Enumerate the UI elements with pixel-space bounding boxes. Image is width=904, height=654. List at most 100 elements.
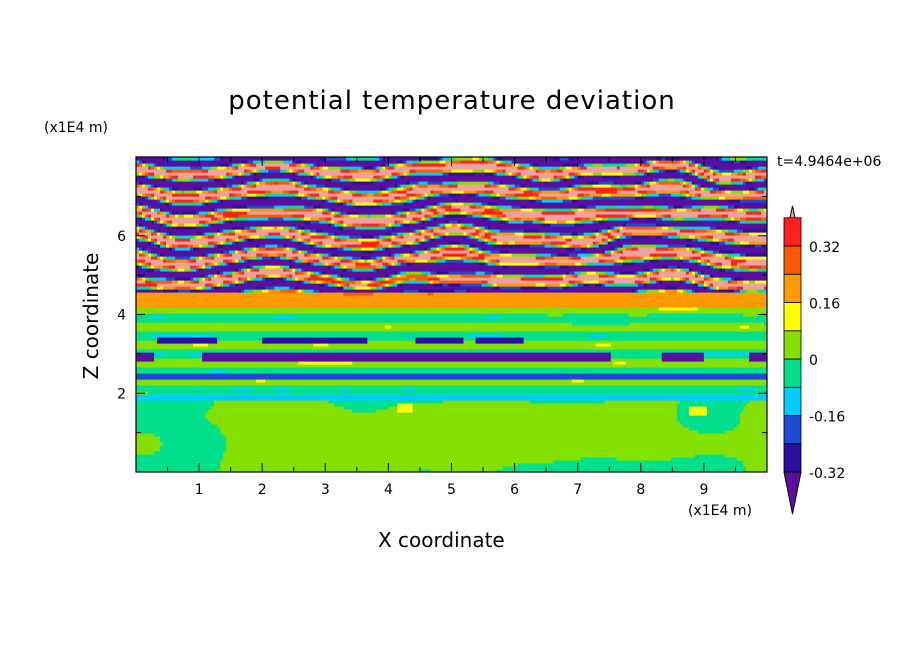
contour-cell [490,181,495,185]
contour-cell [160,208,164,212]
contour-cell [625,247,633,251]
contour-cell [643,181,648,185]
contour-cell [697,280,702,284]
contour-cell [496,202,767,206]
contour-cell [721,277,726,281]
contour-cell [391,226,395,230]
contour-cell [487,217,492,221]
contour-cell [661,265,669,269]
contour-cell [688,247,696,251]
contour-cell [556,253,570,257]
contour-cell [760,244,767,248]
contour-cell [412,334,471,338]
contour-cell [253,172,257,176]
contour-cell [757,208,765,212]
contour-cell [448,193,462,197]
contour-cell [277,277,284,281]
contour-cell [172,202,176,206]
contour-cell [286,235,290,239]
contour-cell [151,256,158,260]
colorbar-tick-label: 0.32 [809,240,840,256]
contour-cell [253,226,257,230]
contour-cell [721,262,732,266]
contour-cell [274,277,278,281]
contour-cell [742,181,747,185]
contour-cell [289,163,296,167]
contour-cell [211,274,215,278]
contour-cell [226,436,767,440]
contour-cell [304,187,311,191]
contour-cell [298,181,302,185]
contour-cell [676,415,741,419]
contour-cell [298,226,305,230]
contour-cell [343,187,350,191]
contour-cell [328,274,332,278]
contour-cell [409,250,414,254]
contour-cell [169,187,173,191]
contour-cell [223,454,696,458]
contour-cell [631,214,636,218]
contour-cell [751,178,756,182]
contour-cell [619,244,624,248]
contour-cell [739,169,744,173]
contour-cell [325,184,329,188]
contour-cell [208,166,212,170]
contour-cell [304,271,308,275]
contour-cell [436,223,441,227]
contour-cell [160,223,164,227]
contour-cell [715,286,720,290]
contour-cell [223,253,227,257]
contour-cell [463,235,468,239]
contour-cell [589,232,594,236]
colorbar-tick-label: -0.16 [809,410,845,426]
contour-cell [562,313,630,317]
contour-cell [544,265,561,269]
contour-cell [136,394,767,398]
contour-cell [604,280,609,284]
contour-cell [439,214,444,218]
contour-cell [655,223,666,227]
contour-cell [565,220,576,224]
contour-cell [490,259,498,263]
contour-cell [475,235,480,239]
contour-cell [535,196,543,200]
contour-cell [712,262,717,266]
contour-cell [610,283,636,287]
contour-cell [676,412,690,416]
contour-cell [406,163,414,167]
contour-cell [331,208,335,212]
contour-cell [523,337,767,341]
contour-cell [391,274,395,278]
contour-cell [193,214,200,218]
contour-cell [493,283,498,287]
contour-cell [496,157,504,161]
contour-cell [376,247,380,251]
contour-cell [244,256,248,260]
contour-cell [496,184,501,188]
contour-cell [706,274,711,278]
contour-cell [559,166,567,170]
contour-cell [304,253,308,257]
contour-cell [490,217,495,221]
contour-cell [217,208,224,212]
contour-cell [238,172,242,176]
contour-cell [499,208,522,212]
contour-cell [736,262,767,266]
contour-cell [511,160,516,164]
contour-cell [484,241,489,245]
contour-cell [241,229,248,233]
contour-cell [352,157,374,161]
contour-cell [514,241,543,245]
contour-cell [415,250,420,254]
contour-cell [391,175,395,179]
contour-cell [352,202,356,206]
contour-cell [331,256,335,260]
contour-cell [673,268,678,272]
x-tick-label: 4 [384,482,393,498]
contour-cell [262,337,368,341]
contour-cell [463,232,468,236]
contour-cell [616,181,636,185]
contour-cell [520,184,525,188]
contour-cell [634,271,639,275]
contour-cell [304,232,308,236]
